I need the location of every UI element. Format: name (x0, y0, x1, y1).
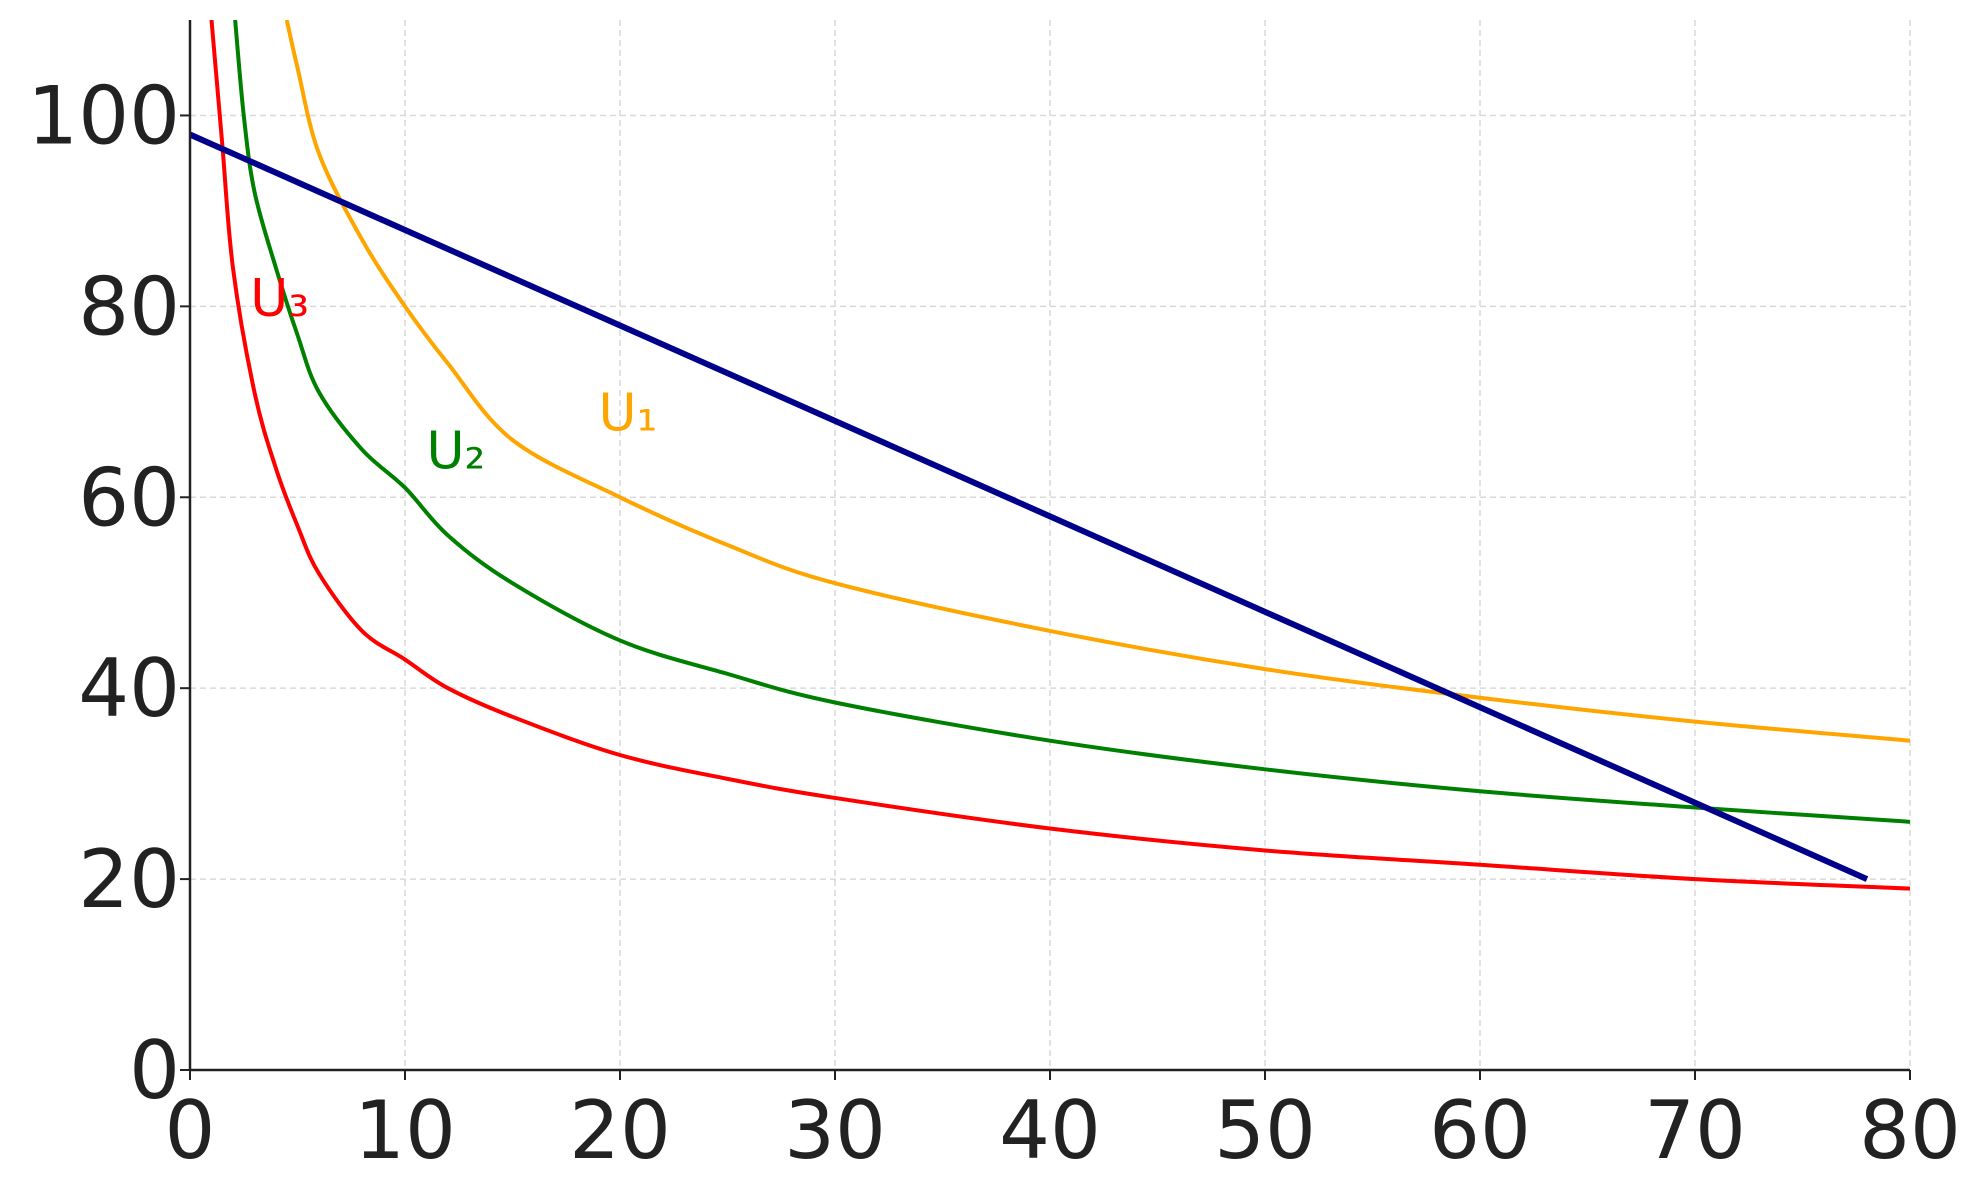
curve-labels: U₁ U₂ U₃ (250, 269, 657, 482)
series-line-0 (284, 20, 1910, 743)
curve-label-0: U₁ (599, 383, 658, 443)
x-tick-label-30: 30 (784, 1084, 886, 1177)
y-tick-label-0: 0 (129, 1024, 180, 1117)
y-tick-label-80: 80 (78, 260, 180, 353)
x-tick-label-80: 80 (1859, 1084, 1961, 1177)
series-line-2 (209, 20, 1910, 891)
curve-label-1: U₂ (427, 422, 486, 482)
x-tick-label-60: 60 (1429, 1084, 1531, 1177)
grid (189, 20, 1911, 1070)
x-tick-label-70: 70 (1644, 1084, 1746, 1177)
x-tick-label-50: 50 (1214, 1084, 1316, 1177)
y-tick-label-40: 40 (78, 642, 180, 735)
budget-line (190, 131, 1869, 882)
x-tick-label-20: 20 (569, 1084, 671, 1177)
x-axis-ticks: 0 10 20 30 40 50 60 70 80 (165, 1070, 1961, 1177)
y-tick-label-100: 100 (27, 69, 180, 162)
x-tick-label-40: 40 (999, 1084, 1101, 1177)
series-lines (190, 20, 1910, 891)
x-tick-label-10: 10 (354, 1084, 456, 1177)
x-tick-label-0: 0 (165, 1084, 216, 1177)
y-axis-ticks: 0 20 40 60 80 100 (27, 69, 190, 1117)
curve-label-2: U₃ (250, 269, 309, 329)
y-tick-label-60: 60 (78, 451, 180, 544)
y-tick-label-20: 20 (78, 833, 180, 926)
series-line-1 (233, 20, 1910, 824)
